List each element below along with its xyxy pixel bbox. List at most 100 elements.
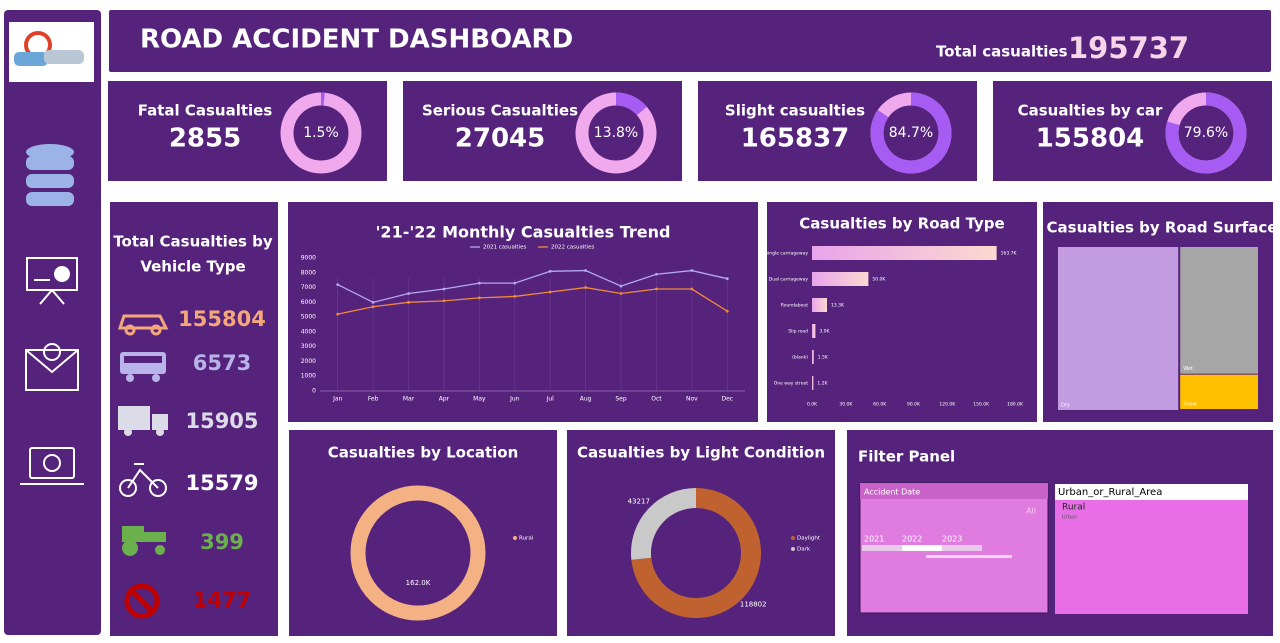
value-label: 163.7K <box>1001 251 1018 257</box>
value-label: 13.3K <box>831 303 845 309</box>
x-tick-label: Apr <box>439 396 450 403</box>
x-tick-label: 30.0K <box>839 402 853 408</box>
kpi-label: Slight casualties <box>725 102 865 120</box>
x-tick-label: May <box>473 396 486 403</box>
legend-swatch <box>791 547 795 551</box>
truck-icon <box>118 406 168 436</box>
donut-segment <box>631 488 761 618</box>
y-tick-label: Slip road <box>788 329 808 335</box>
x-tick-label: 60.0K <box>873 402 887 408</box>
point <box>584 269 588 272</box>
database-icon[interactable] <box>26 144 74 206</box>
kpi-value: 2855 <box>169 124 241 154</box>
legend-label: Dark <box>797 547 811 553</box>
year-label: 2022 <box>902 535 922 544</box>
x-tick-label: Nov <box>686 396 698 403</box>
x-tick-label: Jan <box>332 396 342 403</box>
point <box>725 309 729 313</box>
point <box>371 300 375 304</box>
year-label: 2021 <box>864 535 884 544</box>
x-tick-label: Jun <box>509 396 520 403</box>
y-tick-label: 9000 <box>301 255 316 262</box>
ring-share <box>615 92 647 116</box>
year-label: 2023 <box>942 535 962 544</box>
total-label: Total casualties <box>936 43 1068 61</box>
slicer-item[interactable]: Urban <box>1062 515 1077 521</box>
x-tick-label: 150.0K <box>973 402 990 408</box>
x-tick-label: Jul <box>546 396 555 403</box>
kpi-percent: 79.6% <box>1184 125 1228 141</box>
timeline-bar[interactable] <box>942 545 982 551</box>
dashboard-title: ROAD ACCIDENT DASHBOARD <box>140 25 573 55</box>
kpi-percent: 13.8% <box>594 125 638 141</box>
tile-label: Dry <box>1061 403 1070 409</box>
kpi-value: 165837 <box>741 124 850 154</box>
laptop-icon[interactable] <box>20 447 84 485</box>
point <box>336 312 340 316</box>
bar <box>812 298 827 312</box>
point <box>655 272 658 276</box>
legend-label: 2022 casualties <box>551 245 594 251</box>
total-value: 195737 <box>1068 31 1189 65</box>
x-tick-label: Oct <box>651 396 662 403</box>
chart-title: Casualties by Road Type <box>799 215 1004 233</box>
y-tick-label: 1000 <box>301 373 316 380</box>
area-slicer-header <box>1055 484 1248 500</box>
x-tick-label: 0.0K <box>807 402 818 408</box>
bar <box>812 246 997 260</box>
value-label: 3.0K <box>819 329 830 335</box>
point <box>725 277 729 281</box>
point <box>584 286 588 289</box>
y-tick-label: Dual carriageway <box>769 277 809 283</box>
date-slicer-header <box>860 483 1048 499</box>
y-tick-label: 6000 <box>301 299 316 306</box>
vehicle-value: 155804 <box>178 307 266 331</box>
kpi-percent: 84.7% <box>889 125 933 141</box>
point <box>513 295 517 298</box>
bar <box>812 350 814 364</box>
y-tick-label: Single carriageway <box>765 251 808 257</box>
scrollbar[interactable] <box>926 555 1012 558</box>
x-tick-label: Mar <box>403 396 415 403</box>
tile-label: Snow <box>1183 402 1197 408</box>
point <box>442 287 446 291</box>
point <box>619 292 623 295</box>
x-tick-label: 90.0K <box>907 402 921 408</box>
point <box>442 299 446 303</box>
legend-label: 2021 casualties <box>483 245 526 251</box>
y-tick-label: 7000 <box>301 284 316 291</box>
x-tick-label: 180.0K <box>1007 402 1024 408</box>
date-selection[interactable]: All <box>1026 507 1036 516</box>
x-tick-label: Sep <box>615 396 627 403</box>
mail-icon[interactable] <box>25 343 79 391</box>
slicer-item[interactable]: Rural <box>1062 503 1085 513</box>
vehicle-value: 15579 <box>185 471 258 495</box>
area-slicer[interactable] <box>1055 484 1248 614</box>
y-tick-label: (blank) <box>792 355 808 361</box>
point <box>407 292 410 295</box>
x-tick-label: 120.0K <box>939 402 956 408</box>
tile <box>1180 247 1258 374</box>
trend-panel <box>288 202 758 422</box>
bicycle-icon <box>119 463 167 497</box>
data-label: 43217 <box>628 497 650 505</box>
ring-share <box>870 92 952 174</box>
chart-title: Vehicle Type <box>140 258 245 276</box>
y-tick-label: One way street <box>774 381 809 387</box>
x-tick-label: Dec <box>721 396 733 403</box>
value-label: 1.5K <box>818 355 829 361</box>
kpi-label: Serious Casualties <box>422 102 578 120</box>
presentation-icon[interactable] <box>26 257 78 305</box>
kpi-label: Fatal Casualties <box>138 102 273 120</box>
date-slicer-title: Accident Date <box>864 488 920 497</box>
timeline-bar[interactable] <box>902 545 942 551</box>
timeline-bar[interactable] <box>862 545 902 551</box>
logo-art <box>14 31 84 66</box>
value-label: 1.2K <box>817 381 828 387</box>
chart-title: Total Casualties by <box>113 233 273 251</box>
bus-icon <box>120 352 166 382</box>
y-tick-label: 5000 <box>301 314 316 321</box>
legend-swatch <box>791 536 795 540</box>
